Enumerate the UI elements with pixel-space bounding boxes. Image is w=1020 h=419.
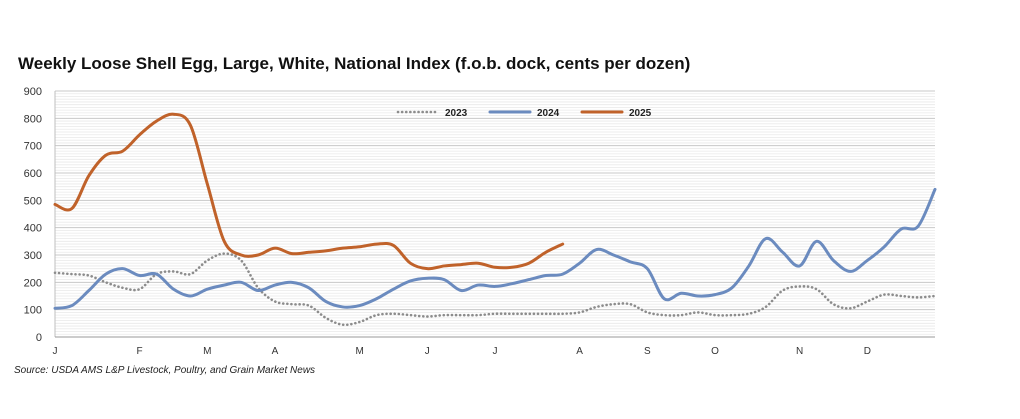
grid-lines: [54, 90, 935, 338]
x-tick-label: J: [493, 346, 498, 357]
y-tick-label: 200: [24, 277, 42, 289]
y-tick-label: 100: [24, 305, 42, 317]
y-tick-label: 0: [36, 332, 42, 344]
x-tick-label: M: [355, 346, 363, 357]
x-tick-label: D: [864, 346, 871, 357]
legend-label-2023: 2023: [445, 108, 468, 119]
x-tick-label: M: [203, 346, 211, 357]
y-tick-label: 600: [24, 168, 42, 180]
y-tick-label: 400: [24, 223, 42, 235]
x-tick-label: A: [576, 346, 583, 357]
y-axis: 0 100 200 300 400 500 600 700 800 900: [24, 86, 42, 344]
x-tick-label: F: [137, 346, 143, 357]
y-tick-label: 900: [24, 86, 42, 98]
series-line-2023: [53, 252, 937, 327]
x-tick-label: N: [796, 346, 803, 357]
y-tick-label: 300: [24, 250, 42, 262]
series-line-2025: [53, 112, 565, 271]
y-tick-label: 500: [24, 195, 42, 207]
legend-label-2024: 2024: [537, 108, 560, 119]
x-tick-label: S: [644, 346, 651, 357]
legend-label-2025: 2025: [629, 108, 652, 119]
x-tick-label: A: [272, 346, 279, 357]
x-tick-label: J: [53, 346, 58, 357]
x-tick-label: J: [425, 346, 430, 357]
series-line-2024: [53, 187, 937, 310]
x-tick-label: O: [711, 346, 719, 357]
chart-title: Weekly Loose Shell Egg, Large, White, Na…: [18, 54, 691, 73]
series-lines: [53, 112, 937, 327]
chart-source: Source: USDA AMS L&P Livestock, Poultry,…: [14, 365, 316, 376]
y-tick-label: 700: [24, 141, 42, 153]
legend: 2023 2024 2025: [396, 108, 652, 119]
y-tick-label: 800: [24, 113, 42, 125]
